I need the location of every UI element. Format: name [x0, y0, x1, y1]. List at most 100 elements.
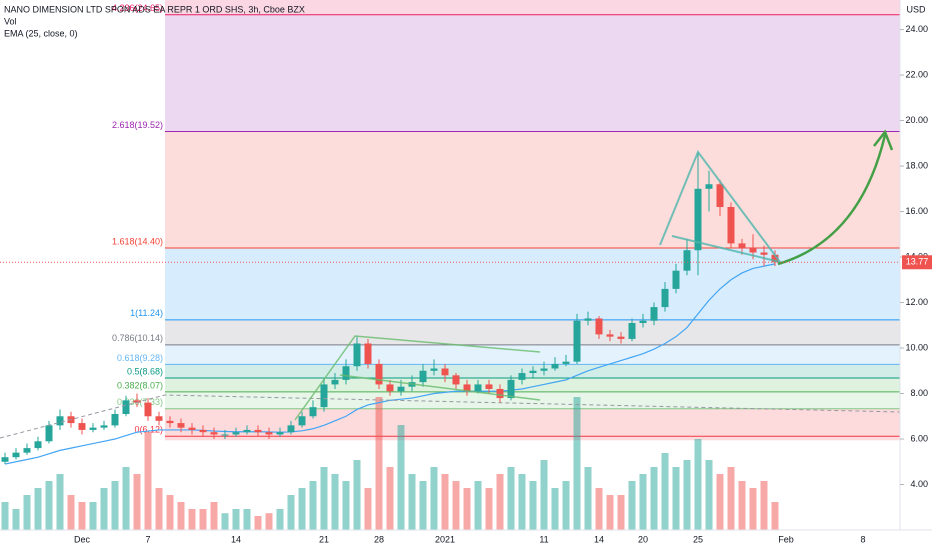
- candle-body: [342, 366, 350, 380]
- candle-body: [397, 386, 405, 392]
- volume-bar: [45, 481, 53, 530]
- volume-bar: [232, 509, 240, 530]
- x-tick-label: 2021: [435, 534, 455, 544]
- last-price-box: [902, 255, 932, 270]
- candle-body: [298, 416, 306, 426]
- x-tick-label: 8: [860, 534, 865, 544]
- candle-body: [166, 420, 174, 424]
- y-tick-label: 24.00: [905, 24, 928, 34]
- y-tick-label: 20.00: [905, 115, 928, 125]
- y-tick-label: 10.00: [905, 342, 928, 352]
- volume-bar: [364, 488, 372, 530]
- fib-band: [165, 391, 900, 409]
- volume-bar: [210, 502, 218, 530]
- last-price-label: 13.77: [906, 257, 929, 267]
- candle-body: [89, 427, 97, 430]
- candle-body: [573, 320, 581, 362]
- candle-body: [738, 243, 746, 248]
- x-tick-label: 20: [638, 534, 648, 544]
- candle-body: [551, 363, 559, 369]
- y-tick-label: 8.00: [910, 388, 928, 398]
- candle-body: [518, 373, 526, 380]
- x-tick-label: 21: [319, 534, 329, 544]
- candle-body: [639, 320, 647, 324]
- candle-body: [243, 429, 251, 433]
- volume-bar: [639, 474, 647, 530]
- volume-bar: [551, 488, 559, 530]
- fib-band: [165, 378, 900, 392]
- candle-body: [287, 425, 295, 433]
- candle-body: [716, 184, 724, 207]
- volume-bar: [188, 509, 196, 530]
- volume-bar: [771, 502, 779, 530]
- volume-bar: [738, 481, 746, 530]
- volume-bar: [100, 488, 108, 530]
- candle-body: [210, 432, 218, 435]
- fib-band: [165, 344, 900, 365]
- volume-bar: [287, 495, 295, 530]
- volume-bar: [408, 474, 416, 530]
- volume-bar: [56, 474, 64, 530]
- volume-bar: [309, 481, 317, 530]
- indicator-label: Vol: [4, 16, 17, 26]
- volume-bar: [1, 502, 9, 530]
- candle-body: [672, 270, 680, 289]
- fib-bands: 0(6.12)0.236(7.33)0.382(8.07)0.5(8.68)0.…: [112, 0, 900, 441]
- candle-body: [232, 432, 240, 435]
- volume-bar: [221, 513, 229, 530]
- candle-body: [441, 368, 449, 376]
- candle-body: [265, 432, 273, 435]
- volume-bar: [397, 425, 405, 530]
- candle-body: [617, 336, 625, 339]
- volume-bar: [595, 488, 603, 530]
- volume-bar: [760, 481, 768, 530]
- volume-bar: [683, 460, 691, 530]
- volume-bar: [650, 467, 658, 530]
- candle-body: [694, 188, 702, 251]
- candle-body: [56, 416, 64, 426]
- volume-bar: [529, 481, 537, 530]
- volume-bar: [694, 439, 702, 530]
- volume-bar: [353, 460, 361, 530]
- x-tick-label: 14: [594, 534, 604, 544]
- volume-bar: [320, 467, 328, 530]
- price-axis: [900, 0, 932, 550]
- volume-bar: [749, 488, 757, 530]
- volume-bar: [144, 432, 152, 530]
- candle-body: [760, 252, 768, 255]
- fib-label: 0.5(8.68): [127, 366, 163, 376]
- volume-bar: [166, 495, 174, 530]
- volume-bar: [540, 460, 548, 530]
- candle-body: [199, 429, 207, 433]
- volume-bar: [375, 397, 383, 530]
- chart-title: NANO DIMENSION LTD SPON ADS EA REPR 1 OR…: [4, 4, 305, 14]
- x-tick-label: 11: [539, 534, 548, 544]
- volume-bar: [507, 467, 515, 530]
- pennant-pattern: [659, 149, 783, 264]
- candle-body: [584, 318, 592, 321]
- projection-arrow-head: [873, 129, 894, 151]
- candle-body: [177, 423, 185, 428]
- y-tick-label: 16.00: [905, 206, 928, 216]
- flag-pattern: [294, 335, 541, 421]
- candle-body: [276, 432, 284, 435]
- volume-bar: [122, 467, 130, 530]
- x-tick-label: 28: [374, 534, 384, 544]
- fib-band: [165, 436, 900, 441]
- fib-band: [165, 131, 900, 248]
- volume-bar: [177, 502, 185, 530]
- candle-body: [452, 375, 460, 385]
- fib-band: [165, 14, 900, 132]
- fib-label: 1(11.24): [130, 308, 163, 318]
- y-tick-label: 18.00: [905, 160, 928, 170]
- volume-bar: [89, 502, 97, 530]
- fib-label: 0.382(8.07): [117, 380, 163, 390]
- volume-bar: [441, 474, 449, 530]
- candle-body: [474, 384, 482, 392]
- fib-label: 4.236(24.65): [112, 3, 163, 13]
- fib-band: [165, 319, 900, 345]
- candle-body: [628, 323, 636, 339]
- volume-bar: [716, 474, 724, 530]
